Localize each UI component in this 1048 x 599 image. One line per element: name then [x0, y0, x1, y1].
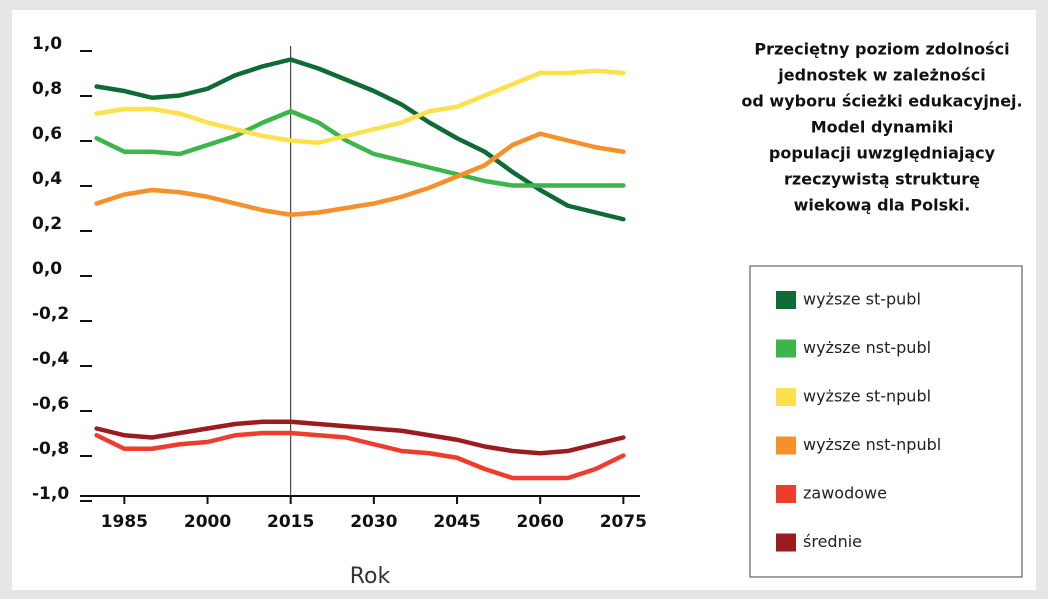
chart-title: od wyboru ścieżki edukacyjnej.	[741, 92, 1022, 111]
y-tick-label: 0,6	[32, 124, 62, 144]
x-tick-label: 2045	[433, 512, 480, 532]
y-tick-label: -0,8	[32, 439, 69, 459]
series-line	[94, 430, 626, 481]
x-tick-label: 2030	[350, 512, 397, 532]
legend-label: wyższe nst-npubl	[803, 435, 941, 454]
legend-label: wyższe st-publ	[803, 290, 921, 309]
y-tick-label: 0,8	[32, 79, 62, 99]
y-tick-label: 0,2	[32, 214, 62, 234]
legend-swatch	[776, 485, 796, 503]
chart-title: Przeciętny poziom zdolności	[754, 40, 1009, 59]
y-tick-label: 1,0	[32, 34, 62, 54]
y-tick-label: 0,4	[32, 169, 62, 189]
legend-swatch	[776, 291, 796, 309]
y-tick-label: -0,4	[32, 349, 69, 369]
chart-title: rzeczywistą strukturę	[784, 170, 980, 189]
legend-box	[749, 265, 1023, 578]
series-line	[94, 109, 626, 188]
legend-swatch	[776, 436, 796, 455]
x-tick-label: 2000	[184, 512, 231, 532]
chart-title: Model dynamiki	[811, 118, 954, 137]
legend-label: wyższe nst-publ	[803, 338, 931, 357]
legend-label: wyższe st-npubl	[803, 387, 931, 406]
series-line	[94, 419, 626, 456]
y-tick-label: -1,0	[32, 484, 69, 504]
series-line	[94, 131, 626, 217]
panel	[12, 10, 1036, 590]
x-tick-label: 2015	[267, 512, 314, 532]
legend-label: zawodowe	[803, 484, 887, 503]
y-tick-label: 0,0	[32, 259, 62, 279]
y-tick-label: -0,6	[32, 394, 69, 414]
x-axis-label: Rok	[350, 564, 391, 589]
y-tick-label: -0,2	[32, 304, 69, 324]
legend-label: średnie	[803, 532, 862, 551]
chart-title: wiekową dla Polski.	[794, 196, 971, 215]
chart-title: jednostek w zależności	[777, 66, 985, 85]
legend-swatch	[776, 388, 796, 406]
legend-swatch	[776, 339, 796, 358]
x-tick-label: 1985	[101, 512, 148, 532]
x-tick-label: 2075	[600, 512, 647, 532]
series-line	[94, 68, 626, 145]
x-tick-label: 2060	[517, 512, 564, 532]
legend-swatch	[776, 533, 796, 552]
chart-title: populacji uwzględniający	[769, 144, 996, 163]
